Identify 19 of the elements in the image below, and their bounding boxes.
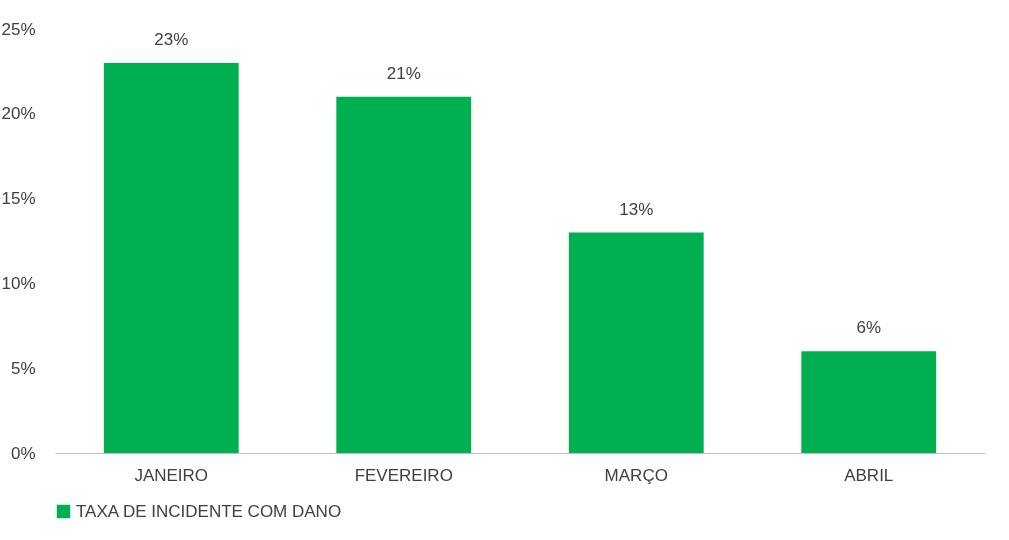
x-tick-label: JANEIRO: [134, 465, 209, 485]
data-label: 21%: [386, 63, 421, 83]
bar: [568, 232, 704, 453]
legend-label: TAXA DE INCIDENTE COM DANO: [76, 501, 342, 521]
y-tick-label: 0%: [10, 443, 36, 463]
y-tick-label: 25%: [1, 19, 36, 39]
x-tick-label: ABRIL: [844, 465, 894, 485]
data-label: 6%: [856, 318, 882, 338]
y-tick-label: 20%: [1, 104, 36, 124]
y-tick-label: 10%: [1, 273, 36, 293]
y-tick-label: 15%: [1, 189, 36, 209]
y-tick-label: 5%: [10, 358, 36, 378]
x-tick-label: MARÇO: [604, 465, 668, 485]
data-label: 13%: [619, 199, 654, 219]
bar: [103, 62, 239, 453]
x-tick-label: FEVEREIRO: [354, 465, 453, 485]
bar: [801, 351, 937, 453]
bar: [336, 96, 472, 453]
data-label: 23%: [154, 29, 189, 49]
